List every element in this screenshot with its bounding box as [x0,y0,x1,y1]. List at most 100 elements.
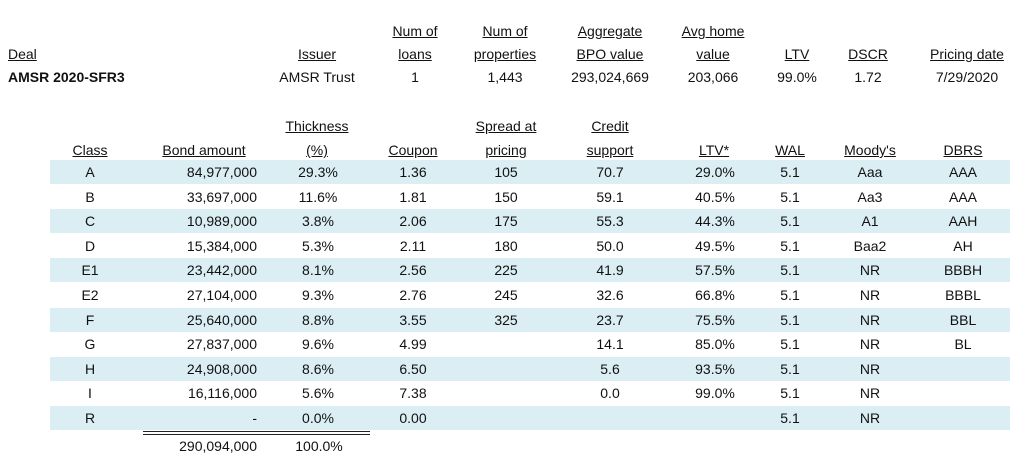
header-credit-support-1: Credit [591,118,629,134]
cell-coupon: 2.11 [399,237,427,254]
table-row: I 16,116,000 5.6% 7.38 0.0 99.0% 5.1 NR [0,381,1024,405]
header-thickness-1: Thickness [285,118,349,134]
cell-spread: 245 [494,287,518,303]
cell-coupon: 1.81 [399,188,427,205]
cell-moodys: NR [859,385,881,402]
header-dbrs: DBRS [943,142,983,158]
cell-spread: 225 [494,262,518,279]
row-band [50,209,1010,234]
header-deal: Deal [8,46,37,62]
cell-bond-amount: 33,697,000 [186,188,257,205]
table-row: A 84,977,000 29.3% 1.36 105 70.7 29.0% 5.1 Aaa AA… [0,160,1024,184]
header-bpo-value-2: BPO value [576,46,644,62]
cell-dbrs: BBBL [945,287,981,303]
table-row: E2 27,104,000 9.3% 2.76 245 32.6 66.8% 5.1 NR BBB… [0,283,1024,307]
cell-ltv: 85.0% [695,336,735,353]
cell-wal: 5.1 [780,213,800,230]
header-num-properties-1: Num of [482,23,528,39]
cell-wal: 5.1 [780,311,800,328]
cell-coupon: 0.00 [399,410,427,426]
cell-ltv: 44.3% [695,213,735,230]
row-band [50,160,1010,184]
cell-spread: 150 [494,188,518,205]
table-row: F 25,640,000 8.8% 3.55 325 23.7 75.5% 5.1 NR BBL [0,308,1024,332]
header-moodys: Moody's [844,142,896,158]
cell-dbrs: AH [953,237,973,254]
cell-bond-amount: 10,989,000 [186,213,257,230]
header-credit-support-2: support [586,142,634,158]
cell-thickness: 29.3% [298,164,338,180]
row-band [50,307,1010,332]
cell-credit-support: 23.7 [596,311,624,328]
cell-bond-amount: 24,908,000 [186,360,257,377]
cell-bond-amount: 23,442,000 [186,262,257,279]
row-band [50,258,1010,283]
table-row: E1 23,442,000 8.1% 2.56 225 41.9 57.5% 5.1 NR BBB… [0,258,1024,282]
header-avg-home-value-2: value [696,46,730,62]
cell-coupon: 3.55 [399,311,427,328]
cell-class: I [88,385,92,402]
cell-credit-support: 5.6 [600,360,620,377]
header-num-loans-1: Num of [392,23,438,39]
cell-wal: 5.1 [780,410,800,426]
header-dscr: DSCR [848,46,888,62]
cell-moodys: Aa3 [857,188,883,205]
cell-bond-amount: 16,116,000 [187,385,257,402]
cell-credit-support: 50.0 [596,237,624,254]
cell-wal: 5.1 [780,287,800,303]
cell-ltv: 40.5% [695,188,735,205]
header-ltv-star: LTV* [698,142,730,158]
header-num-properties-2: properties [473,46,537,62]
cell-bond-amount: 25,640,000 [186,311,257,328]
cell-moodys: NR [859,262,881,279]
cell-bond-amount: 84,977,000 [186,164,257,180]
row-band [50,356,1010,381]
cell-ltv: 29.0% [695,164,735,180]
table-row: H 24,908,000 8.6% 6.50 5.6 93.5% 5.1 NR [0,357,1024,381]
cell-wal: 5.1 [780,336,800,353]
cell-spread: 325 [494,311,518,328]
cell-class: G [84,336,96,353]
header-num-loans-2: loans [398,46,432,62]
cell-bond-amount: 27,837,000 [186,336,257,353]
cell-dbrs: BBL [949,311,977,328]
num-loans-value: 1 [411,69,419,85]
cell-wal: 5.1 [780,385,800,402]
cell-moodys: NR [859,311,881,328]
cell-class: H [84,360,96,377]
header-class: Class [72,142,108,158]
total-bond-amount: 290,094,000 [179,438,257,454]
cell-thickness: 3.8% [302,213,334,230]
dscr-value: 1.72 [854,69,882,85]
cell-thickness: 9.3% [302,287,334,303]
header-bond-amount: Bond amount [162,142,246,158]
cell-ltv: 75.5% [695,311,735,328]
cell-ltv: 66.8% [695,287,735,303]
cell-class: B [85,188,95,205]
cell-wal: 5.1 [780,237,800,254]
cell-coupon: 6.50 [399,360,427,377]
cell-coupon: 4.99 [399,336,427,353]
header-pricing-date: Pricing date [930,46,1004,62]
header-spread-2: pricing [485,142,527,158]
issuer-value: AMSR Trust [279,69,355,85]
cell-thickness: 5.3% [302,237,334,254]
cell-credit-support: 0.0 [600,385,620,402]
cell-moodys: Baa2 [853,237,887,254]
cell-credit-support: 41.9 [596,262,624,279]
ltv-value: 99.0% [777,69,817,85]
header-bpo-value-1: Aggregate [577,23,643,39]
cell-credit-support: 59.1 [596,188,624,205]
table-row: G 27,837,000 9.6% 4.99 14.1 85.0% 5.1 NR BL [0,332,1024,356]
cell-class: C [84,213,96,230]
cell-class: R [84,410,96,426]
bpo-value: 293,024,669 [571,69,649,85]
pricing-date-value: 7/29/2020 [935,69,999,85]
header-thickness-2: (%) [306,142,328,158]
cell-moodys: NR [859,336,881,353]
cell-thickness: 8.8% [302,311,334,328]
row-band [50,406,1010,430]
cell-wal: 5.1 [780,262,800,279]
cell-bond-amount: 27,104,000 [186,287,257,303]
cell-thickness: 8.6% [302,360,334,377]
